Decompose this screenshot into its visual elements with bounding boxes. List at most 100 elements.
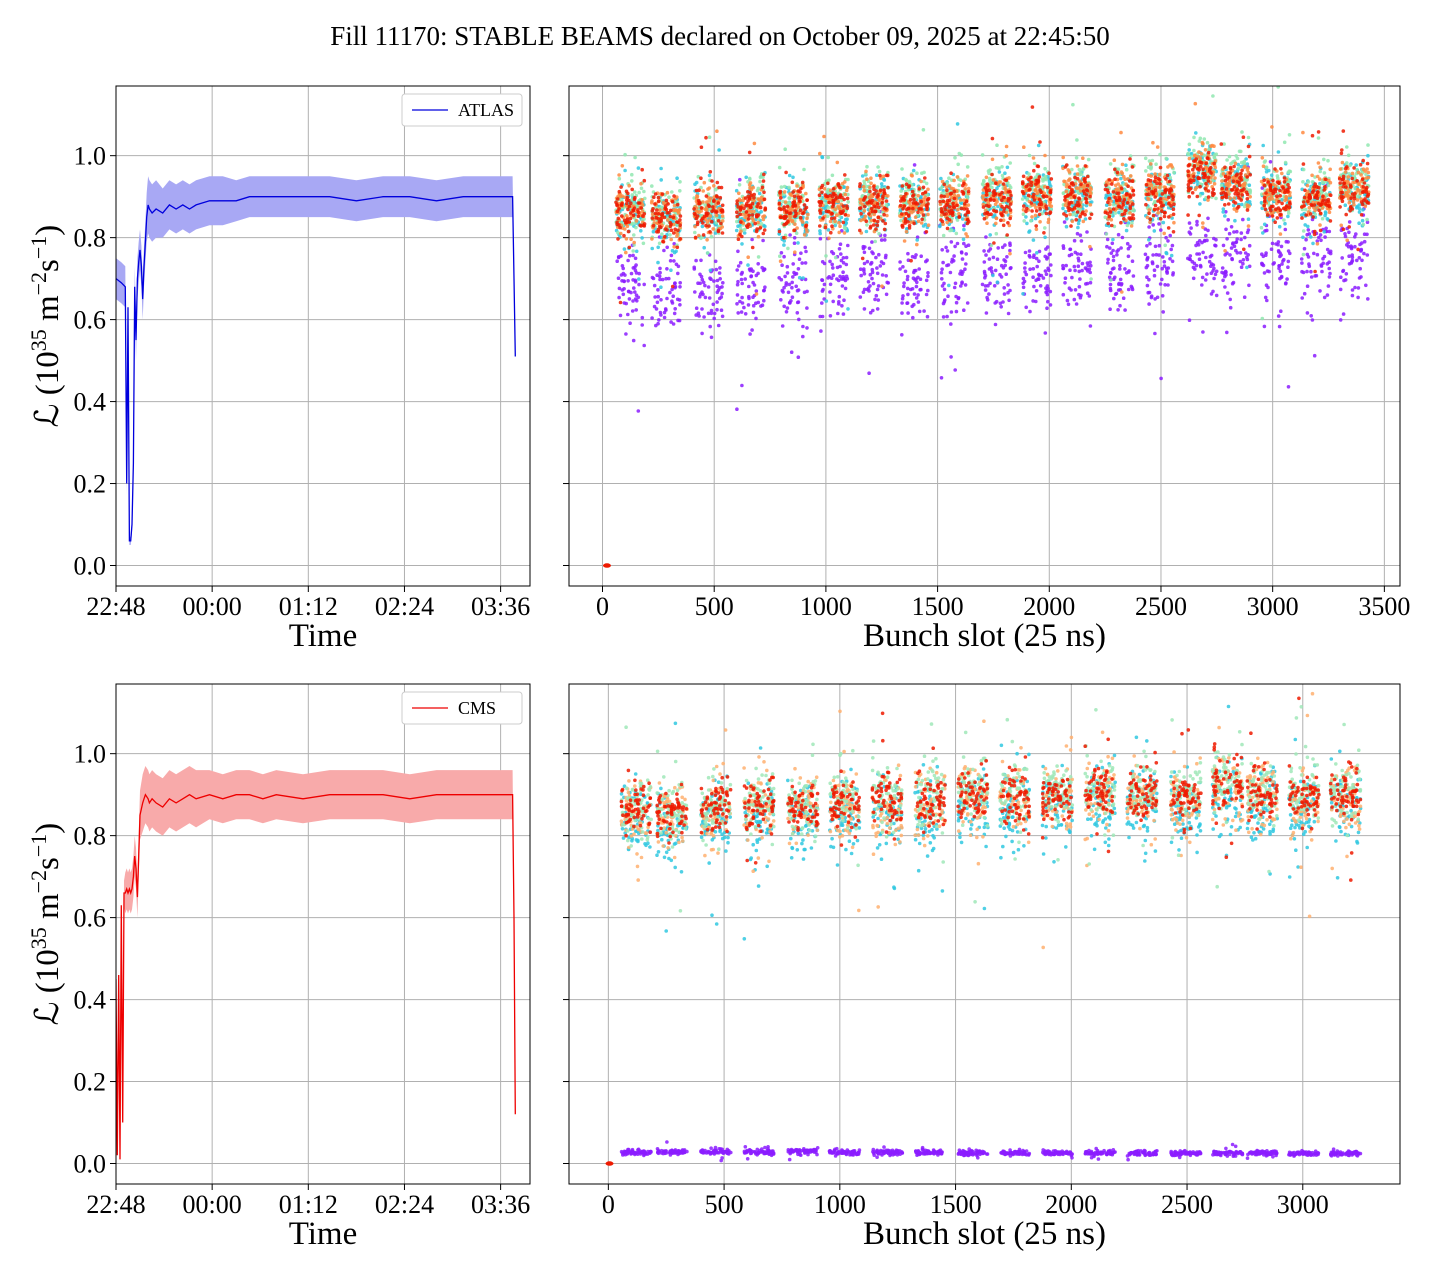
bunch-point (1187, 221, 1192, 225)
bunch-point (1192, 148, 1196, 153)
bunch-point (1362, 251, 1366, 256)
bunch-point (1024, 215, 1028, 219)
bunch-point (926, 271, 930, 275)
bunch-point (1318, 169, 1322, 174)
bunch-point (915, 235, 920, 239)
bunch-point (1172, 220, 1176, 225)
bunch-point (631, 266, 636, 270)
bunch-point (1043, 269, 1048, 273)
bunch-point (750, 213, 755, 217)
bunch-point (669, 268, 673, 273)
bunch-point (665, 296, 669, 301)
bunch-point (1361, 222, 1366, 227)
bunch-point (1034, 289, 1039, 293)
bunch-point (948, 228, 952, 233)
bunch-point (868, 272, 873, 277)
bunch-point (796, 241, 800, 245)
bunch-point (1323, 210, 1328, 214)
bunch-point (1227, 180, 1231, 185)
bunch-point (1230, 257, 1234, 262)
bunch-point (1081, 156, 1085, 160)
bunch-point (709, 311, 714, 316)
bunch-point (786, 246, 790, 251)
bunch-point (1353, 235, 1357, 239)
bunch-point (1232, 207, 1237, 211)
bunch-point (956, 296, 961, 301)
bunch-point (692, 207, 696, 211)
bunch-point (1327, 229, 1332, 234)
bunch-point (830, 262, 834, 267)
bunch-point (1036, 272, 1041, 277)
bunch-point (1343, 278, 1348, 282)
bunch-point (1317, 177, 1322, 181)
bunch-point (630, 193, 635, 197)
bunch-point (1070, 219, 1075, 224)
bunch-point (914, 296, 919, 300)
bunch-point (709, 234, 714, 239)
bunch-point (822, 134, 826, 139)
bunch-point (1224, 227, 1228, 232)
bunch-point (862, 307, 867, 311)
bunch-point (763, 224, 767, 229)
bunch-point (820, 260, 825, 264)
bunch-point (947, 283, 951, 288)
bunch-point (990, 157, 995, 162)
bunch-point (650, 316, 654, 320)
bunch-point (1130, 287, 1135, 292)
bunch-point (1284, 195, 1288, 199)
bunch-point (1213, 272, 1218, 277)
bunch-point (1068, 247, 1073, 252)
bunch-point (666, 202, 670, 206)
bunch-point (880, 273, 885, 277)
bunch-point (1153, 200, 1157, 205)
bunch-point (1242, 295, 1247, 300)
bunch-point (1264, 253, 1268, 257)
bunch-point (955, 122, 960, 126)
bunch-point (616, 276, 621, 281)
bunch-point (714, 267, 719, 272)
bunch-point (870, 250, 874, 254)
bunch-point (629, 201, 633, 205)
bunch-point (1315, 252, 1320, 257)
bunch-point (658, 208, 662, 212)
bunch-point (676, 228, 680, 233)
bunch-point (845, 206, 850, 211)
bunch-point (633, 268, 638, 273)
bunch-point (1300, 187, 1304, 192)
bunch-point (650, 184, 654, 188)
bunch-point (881, 261, 886, 266)
bunch-point (616, 197, 620, 201)
bunch-point (1032, 284, 1036, 289)
plot-area (602, 86, 1371, 568)
bunch-point (916, 193, 920, 198)
bunch-point (818, 229, 822, 233)
bunch-point (1123, 308, 1127, 312)
bunch-point (1111, 258, 1116, 263)
bunch-point (898, 260, 902, 264)
bunch-point (1199, 152, 1204, 156)
bunch-point (762, 298, 766, 303)
bunch-point (845, 217, 849, 221)
bunch-point (837, 206, 842, 211)
bunch-point (617, 189, 622, 194)
bunch-point (639, 206, 643, 210)
bunch-point (1267, 269, 1271, 274)
bunch-point (1346, 175, 1351, 179)
bunch-point (905, 286, 910, 291)
bunch-point (1032, 161, 1037, 166)
bunch-point (1280, 198, 1284, 202)
bunch-point (1286, 265, 1290, 270)
bunch-point (994, 216, 999, 221)
bunch-point (763, 206, 768, 210)
bunch-point (1301, 252, 1306, 257)
bunch-point (782, 207, 787, 212)
bunch-point (619, 203, 624, 207)
bunch-point (953, 368, 957, 372)
bunch-point (1366, 297, 1370, 301)
bunch-point (860, 174, 865, 178)
bunch-point (748, 332, 752, 336)
bunch-point (820, 278, 825, 283)
bunch-point (634, 263, 638, 267)
bunch-point (844, 274, 849, 279)
bunch-point (947, 184, 952, 188)
